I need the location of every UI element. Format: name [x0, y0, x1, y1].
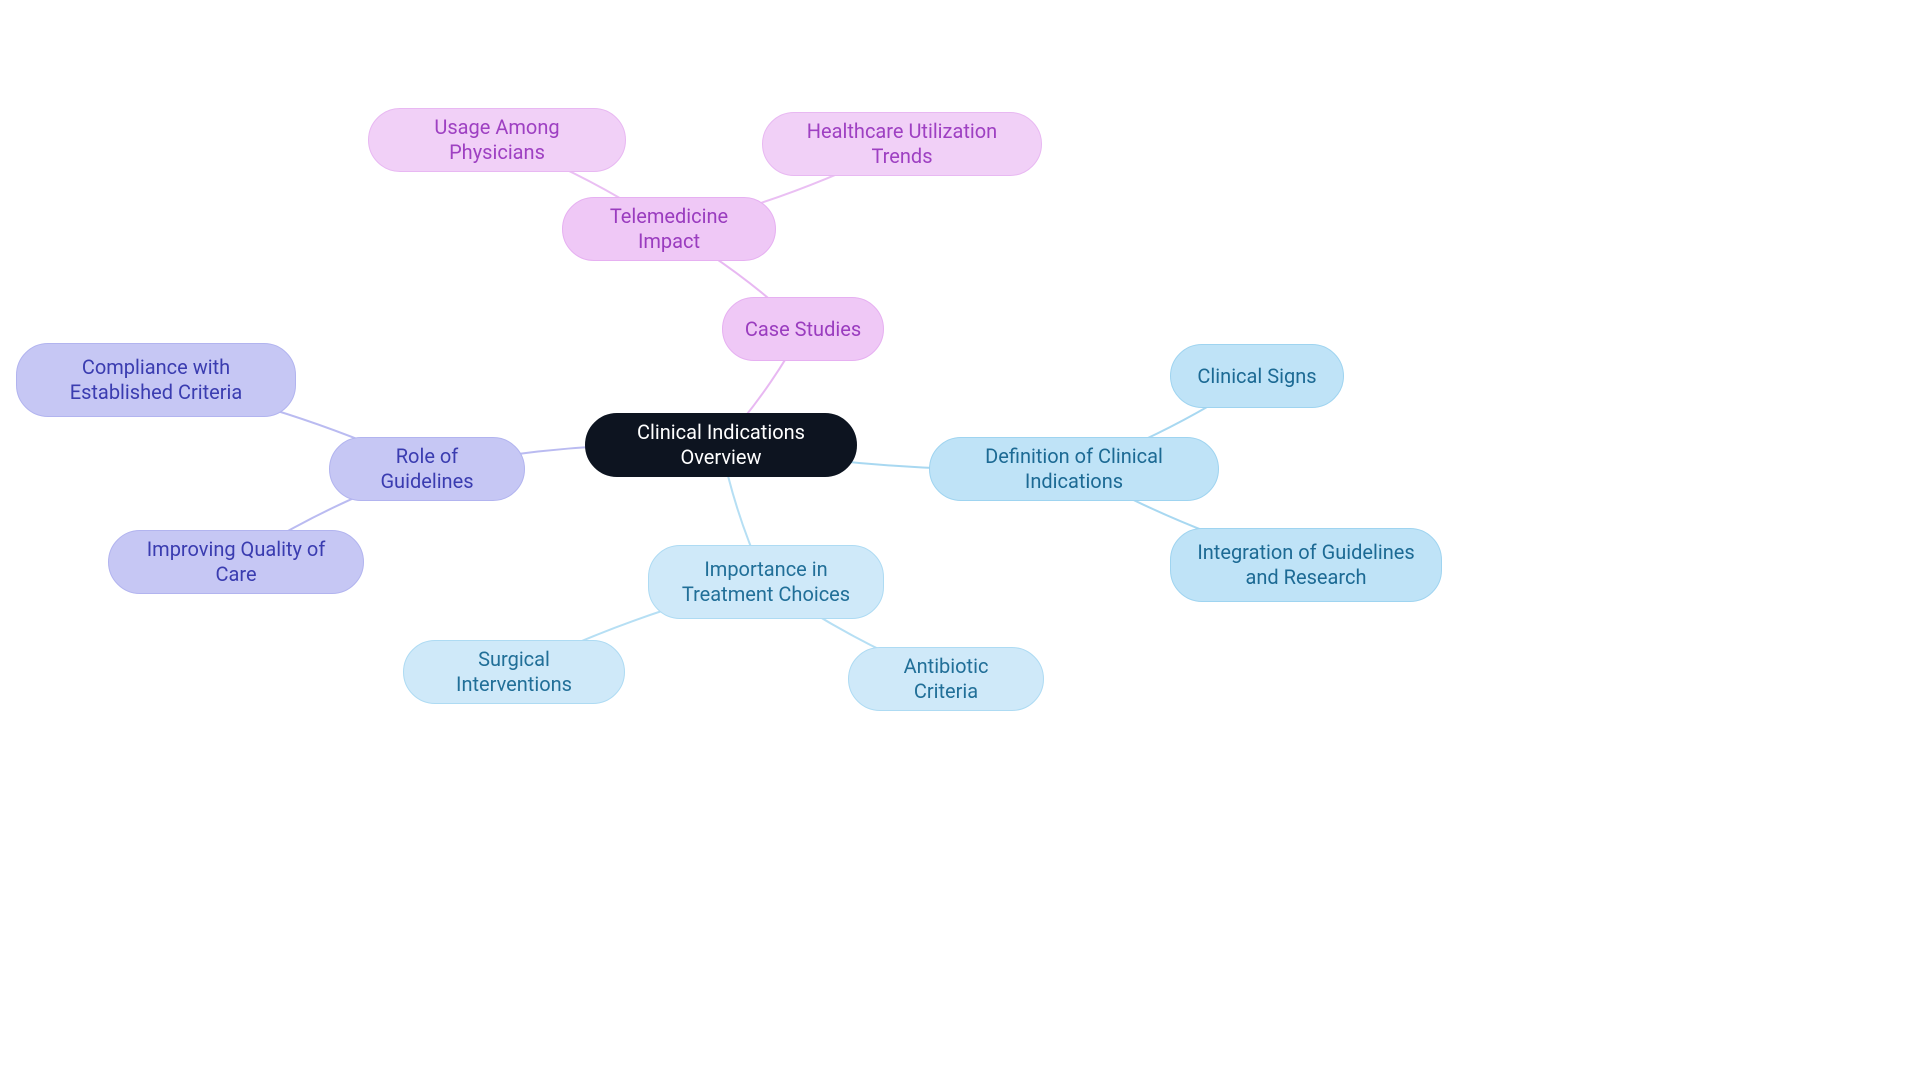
- node-roleg: Role of Guidelines: [329, 437, 525, 501]
- node-integ: Integration of Guidelines and Research: [1170, 528, 1442, 602]
- node-def: Definition of Clinical Indications: [929, 437, 1219, 501]
- node-surg: Surgical Interventions: [403, 640, 625, 704]
- node-label: Clinical Indications Overview: [606, 420, 836, 470]
- node-label: Surgical Interventions: [424, 647, 604, 697]
- node-label: Compliance with Established Criteria: [37, 355, 275, 405]
- node-label: Case Studies: [745, 317, 861, 342]
- node-label: Clinical Signs: [1197, 364, 1316, 389]
- node-label: Importance in Treatment Choices: [669, 557, 863, 607]
- node-label: Healthcare Utilization Trends: [783, 119, 1021, 169]
- node-label: Role of Guidelines: [350, 444, 504, 494]
- node-label: Telemedicine Impact: [583, 204, 755, 254]
- node-cases: Case Studies: [722, 297, 884, 361]
- node-compl: Compliance with Established Criteria: [16, 343, 296, 417]
- node-root: Clinical Indications Overview: [585, 413, 857, 477]
- node-label: Integration of Guidelines and Research: [1191, 540, 1421, 590]
- node-label: Antibiotic Criteria: [869, 654, 1023, 704]
- mindmap-canvas: Clinical Indications Overview Definition …: [0, 0, 1920, 1083]
- node-impq: Improving Quality of Care: [108, 530, 364, 594]
- node-anti: Antibiotic Criteria: [848, 647, 1044, 711]
- node-label: Definition of Clinical Indications: [950, 444, 1198, 494]
- node-label: Usage Among Physicians: [389, 115, 605, 165]
- node-label: Improving Quality of Care: [129, 537, 343, 587]
- node-trends: Healthcare Utilization Trends: [762, 112, 1042, 176]
- node-signs: Clinical Signs: [1170, 344, 1344, 408]
- node-tele: Telemedicine Impact: [562, 197, 776, 261]
- node-import: Importance in Treatment Choices: [648, 545, 884, 619]
- node-usage: Usage Among Physicians: [368, 108, 626, 172]
